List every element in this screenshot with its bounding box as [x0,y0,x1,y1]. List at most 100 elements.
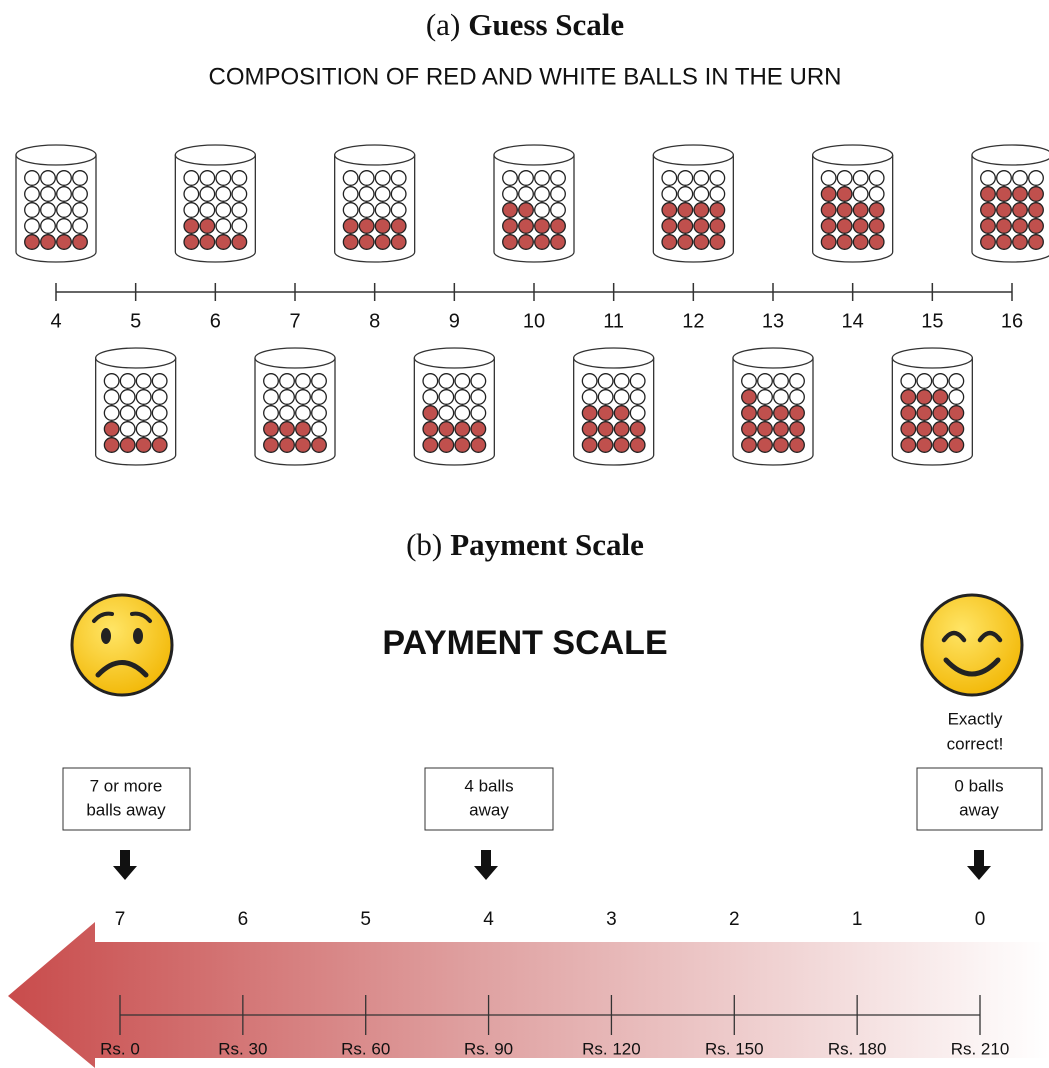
tick-label: 11 [603,310,624,332]
box-text: 4 balls [464,776,513,795]
red-ball [581,421,598,437]
red-ball [342,234,359,250]
box [62,767,191,831]
urn [732,347,814,466]
red-ball [422,405,439,421]
red-ball [852,202,869,218]
red-ball [820,186,837,202]
white-ball [311,389,327,405]
down-arrow [113,850,137,880]
payment-label: Rs. 90 [464,1039,513,1058]
red-ball [215,234,232,250]
urn [95,347,177,466]
white-ball [852,186,869,202]
red-ball [900,405,917,421]
white-ball [709,186,726,202]
box-text: balls away [86,800,166,819]
urn-top [493,144,575,166]
urn-top [732,347,814,369]
urn-top [334,144,416,166]
white-ball [597,373,614,389]
red-ball [836,186,853,202]
red-ball [980,218,996,234]
white-ball [151,405,168,421]
white-ball [279,389,295,405]
white-ball [119,389,136,405]
down-arrow [967,850,991,880]
happy-face [920,593,1024,697]
white-ball [629,389,646,405]
urn-top [95,347,177,369]
red-ball [836,202,853,218]
white-ball [358,202,375,218]
payment-scale: 7 Rs. 0 6 Rs. 30 5 Rs. 60 4 Rs. 90 3 Rs. 120 2 Rs. … [100,909,1009,1058]
red-ball [422,437,439,453]
white-ball [868,186,885,202]
white-ball [215,218,232,234]
white-ball [948,389,965,405]
urn [334,144,416,263]
white-ball [119,373,136,389]
red-ball [661,234,678,250]
urn [493,144,575,263]
sad-face [70,593,174,697]
white-ball [56,202,72,218]
box [424,767,554,831]
red-ball [374,234,391,250]
white-ball [263,389,279,405]
white-ball [199,170,216,186]
red-ball [789,405,805,421]
white-ball [661,170,678,186]
white-ball [390,170,407,186]
white-ball [119,421,136,437]
red-ball [980,186,996,202]
box-text: away [959,800,999,819]
white-ball [56,186,72,202]
red-ball [709,202,726,218]
white-ball [454,373,471,389]
red-ball [72,234,88,250]
red-ball [852,234,869,250]
red-ball [613,421,630,437]
red-ball [820,202,837,218]
white-ball [40,170,56,186]
red-ball [996,202,1012,218]
red-ball [390,218,407,234]
urn-top [891,347,973,369]
white-ball [581,373,598,389]
urn [254,347,336,466]
white-ball [677,186,694,202]
box [916,767,1043,831]
red-ball [932,405,949,421]
white-ball [72,170,88,186]
red-ball [502,218,518,234]
distance-label: 5 [360,909,371,930]
red-ball [1028,218,1044,234]
red-ball [868,234,885,250]
white-ball [422,389,439,405]
payment-label: Rs. 120 [582,1039,641,1058]
down-arrow [474,850,498,880]
urn-top [254,347,336,369]
white-ball [56,218,72,234]
white-ball [1028,170,1044,186]
red-ball [231,234,248,250]
white-ball [518,170,534,186]
white-ball [773,373,789,389]
red-ball [980,234,996,250]
distance-label: 2 [729,909,740,930]
red-ball [103,437,120,453]
red-ball [693,218,710,234]
urn [573,347,655,466]
red-ball [948,421,965,437]
white-ball [996,170,1012,186]
urn [971,144,1049,263]
red-ball [741,389,757,405]
red-ball [183,234,200,250]
white-ball [199,202,216,218]
tick-label: 7 [289,310,300,332]
white-ball [40,186,56,202]
tick-label: 13 [762,310,784,332]
red-ball [693,234,710,250]
white-ball [773,389,789,405]
